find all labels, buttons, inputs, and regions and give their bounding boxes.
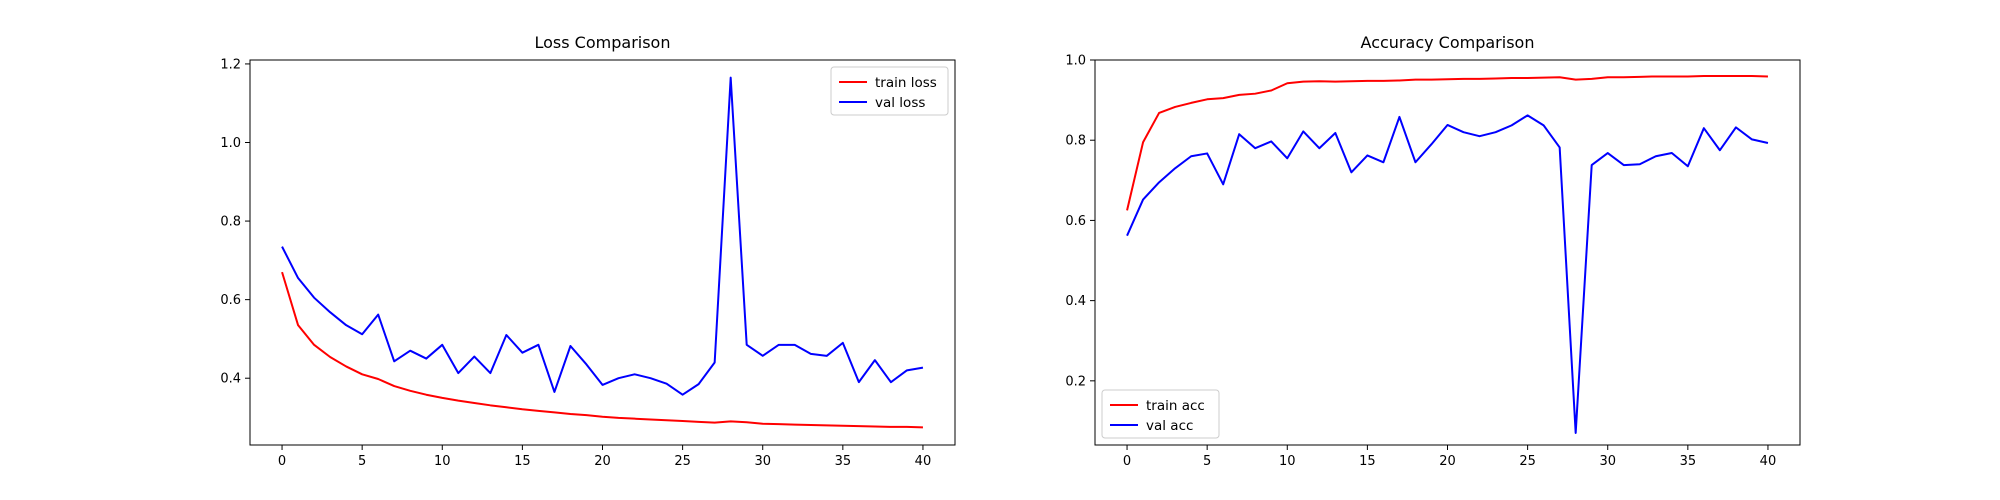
x-tick-label: 35 bbox=[1680, 454, 1697, 469]
x-tick-label: 20 bbox=[1439, 454, 1456, 469]
legend-entry: val acc bbox=[1146, 418, 1193, 434]
legend-entry: train acc bbox=[1146, 398, 1205, 414]
x-tick-label: 35 bbox=[835, 454, 852, 469]
x-tick-label: 40 bbox=[1760, 454, 1777, 469]
legend-entry: train loss bbox=[875, 75, 937, 91]
x-tick-label: 0 bbox=[1123, 454, 1131, 469]
series-line-train-loss bbox=[281, 271, 923, 429]
y-tick-label: 0.8 bbox=[220, 215, 241, 230]
y-tick-label: 0.4 bbox=[220, 372, 241, 387]
x-tick-label: 30 bbox=[1599, 454, 1616, 469]
axes-frame bbox=[1094, 59, 1801, 446]
x-tick-label: 15 bbox=[514, 454, 531, 469]
series-line-train-acc bbox=[1126, 75, 1768, 211]
x-tick-label: 10 bbox=[434, 454, 451, 469]
x-tick-label: 5 bbox=[358, 454, 366, 469]
y-tick-label: 1.0 bbox=[1065, 54, 1086, 69]
legend: train loss val loss bbox=[830, 66, 949, 116]
chart-title: Accuracy Comparison bbox=[1361, 33, 1535, 52]
y-tick-label: 1.2 bbox=[220, 57, 241, 72]
x-tick-label: 25 bbox=[1519, 454, 1536, 469]
x-tick-label: 0 bbox=[278, 454, 286, 469]
x-tick-label: 5 bbox=[1203, 454, 1211, 469]
legend-entry: val loss bbox=[875, 95, 925, 111]
x-tick-label: 30 bbox=[754, 454, 771, 469]
x-tick-label: 20 bbox=[594, 454, 611, 469]
x-tick-label: 25 bbox=[674, 454, 691, 469]
y-tick-label: 0.2 bbox=[1065, 374, 1086, 389]
accuracy-comparison-chart: Accuracy Comparison 0 5 10 15 20 25 30 35 40 0.2 0.… bbox=[1065, 33, 1801, 469]
x-tick-label: 40 bbox=[915, 454, 932, 469]
series-line-val-loss bbox=[281, 76, 924, 396]
series-line-val-acc bbox=[1126, 114, 1769, 434]
x-tick-label: 15 bbox=[1359, 454, 1376, 469]
axes-frame bbox=[249, 59, 956, 446]
y-tick-label: 0.6 bbox=[1065, 214, 1086, 229]
y-tick-label: 0.6 bbox=[220, 293, 241, 308]
x-tick-label: 10 bbox=[1279, 454, 1296, 469]
loss-comparison-chart: Loss Comparison 0 5 10 15 20 25 30 35 40 0.4 0.6 0.8… bbox=[220, 33, 956, 469]
y-tick-label: 0.8 bbox=[1065, 134, 1086, 149]
y-tick-label: 0.4 bbox=[1065, 294, 1086, 309]
y-tick-label: 1.0 bbox=[220, 136, 241, 151]
legend: train acc val acc bbox=[1101, 389, 1220, 439]
chart-title: Loss Comparison bbox=[535, 33, 671, 52]
